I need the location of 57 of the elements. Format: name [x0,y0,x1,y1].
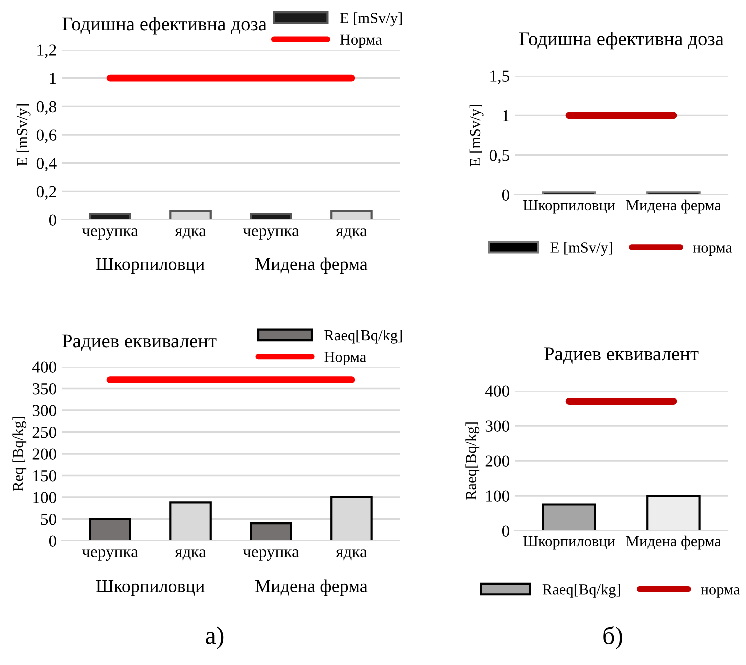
y-tick-label: 0,5 [490,150,510,164]
y-tick-label: 0,6 [36,130,57,144]
bar [250,522,292,541]
legend-label: E [mSv/y] [550,242,612,256]
y-tick-label: 100 [34,492,57,504]
text: б) [604,626,622,650]
y-tick-label: 1,5 [490,70,510,84]
y-axis-title: E [mSv/y] [470,105,484,167]
y-tick-label: 250 [32,426,57,438]
y-tick-label: 50 [41,514,57,526]
chart-title: Годишна ефективна доза [62,17,267,35]
y-tick-label: 300 [486,420,510,432]
text: Мидена ферма [256,258,368,274]
y-tick-label: 0 [49,214,57,226]
legend-label: норма [693,246,732,256]
legend-label: Норма [324,352,366,366]
y-tick-label: 0 [502,526,510,537]
x-tick-label: ядка [336,550,368,561]
y-tick-label: 1 [503,110,510,122]
y-tick-label: 400 [485,386,510,397]
chart-title: Радиев еквивалент [544,348,699,364]
y-axis-title: Raeq[Bq/kg] [466,422,480,500]
legend-label: E [mSv/y] [340,12,402,27]
x-tick-label: ядка [336,228,368,240]
legend-label: Норма [340,34,382,48]
text: Шкорпиловци [96,580,205,596]
legend-label: норма [701,587,740,598]
text: Мидена ферма [256,580,368,596]
y-tick-label: 350 [32,383,57,395]
chart-title: Радиев еквивалент [62,334,217,352]
y-tick-label: 1,2 [38,44,56,58]
y-tick-label: 0 [502,190,510,201]
y-tick-label: 0,8 [36,101,57,116]
x-tick-label: черупка [82,228,138,240]
y-tick-label: 200 [32,448,57,460]
x-tick-label: ядка [175,550,206,561]
legend-label: Raeq[Bq/kg] [542,584,620,598]
chart-title: Годишна ефективна доза [520,32,724,50]
y-tick-label: 200 [486,456,510,467]
y-tick-label: 150 [34,470,57,482]
y-axis-title: E [mSv/y] [16,104,31,166]
y-tick-label: 100 [486,490,510,502]
legend-label: Raeq[Bq/kg] [324,330,402,344]
y-tick-label: 400 [32,362,57,373]
x-tick-label: черупка [243,550,300,561]
y-axis-title: Req [Bq/kg] [12,417,27,492]
y-tick-label: 300 [32,405,57,416]
y-tick-label: 0,2 [36,186,56,200]
bar [89,518,132,541]
x-tick-label: ядка [175,228,206,240]
y-tick-label: 0,4 [36,158,57,172]
y-tick-label: 0 [49,536,57,547]
x-tick-label: черупка [82,550,138,561]
y-tick-label: 1 [50,73,56,84]
x-tick-label: черупка [243,228,300,240]
text: Шкорпиловци [96,258,205,274]
text: а) [206,626,224,650]
